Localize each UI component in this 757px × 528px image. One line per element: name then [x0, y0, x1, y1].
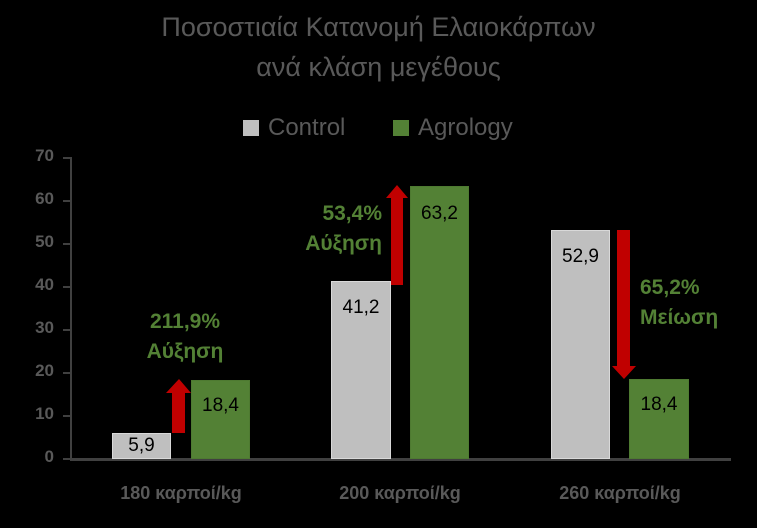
y-tick-label: 10 [35, 404, 54, 423]
annotation-text: Αύξηση [305, 232, 382, 255]
legend-item-agrology: Agrology [393, 112, 513, 144]
bar-value-label: 18,4 [640, 394, 678, 415]
y-tick-mark [63, 243, 71, 245]
legend-swatch-control [243, 120, 259, 136]
legend: Control Agrology [0, 112, 757, 144]
y-tick-label: 40 [35, 275, 54, 294]
bar-control-260: 52,9 [551, 230, 610, 459]
y-tick-mark [63, 329, 71, 331]
annotation-260: 65,2% Μείωση [640, 273, 740, 333]
bar-control-200: 41,2 [331, 281, 391, 459]
arrow-down-icon [612, 230, 636, 379]
annotation-percent: 65,2% [640, 276, 700, 299]
y-tick-label: 50 [35, 232, 54, 251]
legend-label-control: Control [268, 114, 346, 141]
bar-agrology-260: 18,4 [629, 379, 689, 459]
y-tick-mark [63, 200, 71, 202]
annotation-percent: 211,9% [149, 310, 221, 333]
annotation-200: 53,4% Αύξηση [282, 199, 382, 259]
chart-title-line-1: Ποσοστιαία Κατανομή Ελαιοκάρπων [161, 12, 596, 42]
y-tick-mark [63, 372, 71, 374]
annotation-text: Αύξηση [146, 340, 224, 363]
x-tick-label: 180 καρποί/kg [120, 483, 242, 503]
bar-value-label: 41,2 [342, 297, 380, 318]
arrow-up-icon [166, 379, 191, 433]
x-tick-label: 260 καρποί/kg [559, 483, 681, 503]
bar-agrology-200: 63,2 [410, 186, 469, 459]
x-tick-label: 200 καρποί/kg [339, 483, 461, 503]
y-tick-label: 0 [44, 447, 54, 466]
chart-title-line-2: ανά κλάση μεγέθους [256, 52, 501, 82]
y-axis [70, 157, 72, 460]
legend-item-control: Control [243, 112, 345, 144]
annotation-percent: 53,4% [322, 202, 382, 225]
y-tick-mark [63, 157, 71, 159]
y-tick-label: 70 [35, 146, 54, 165]
bar-control-180: 5,9 [112, 433, 171, 459]
bar-value-label: 63,2 [421, 203, 458, 224]
bar-value-label: 18,4 [202, 395, 239, 416]
y-tick-label: 20 [35, 361, 54, 380]
bar-value-label: 5,9 [128, 435, 155, 456]
bar-value-label: 52,9 [562, 246, 599, 267]
legend-label-agrology: Agrology [418, 114, 513, 141]
y-tick-mark [63, 415, 71, 417]
y-tick-label: 30 [35, 318, 54, 337]
annotation-text: Μείωση [640, 306, 719, 329]
x-axis [70, 458, 731, 461]
y-tick-mark [63, 458, 71, 460]
bar-agrology-180: 18,4 [191, 380, 250, 459]
y-tick-mark [63, 286, 71, 288]
y-tick-label: 60 [35, 189, 54, 208]
arrow-up-icon [386, 185, 408, 285]
annotation-180: 211,9% Αύξηση [110, 307, 260, 367]
legend-swatch-agrology [393, 120, 409, 136]
